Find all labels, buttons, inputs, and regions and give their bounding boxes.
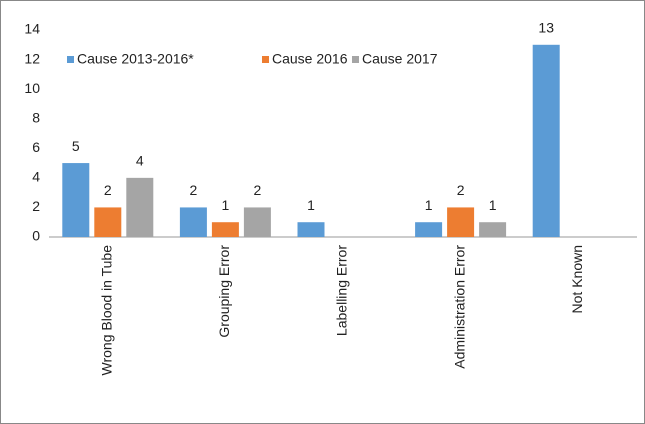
legend-label: Cause 2013-2016* [77, 51, 194, 67]
legend-label: Cause 2017 [362, 51, 438, 67]
x-tick-label: Grouping Error [216, 245, 232, 338]
y-tick-label: 8 [32, 109, 40, 125]
data-label: 1 [489, 197, 497, 213]
x-tick-label: Administration Error [451, 245, 467, 369]
bar [126, 177, 154, 237]
bar [447, 207, 475, 237]
bar [62, 163, 90, 237]
legend-label: Cause 2016 [272, 51, 348, 67]
x-tick-label: Labelling Error [334, 245, 350, 336]
y-tick-label: 12 [24, 50, 40, 66]
bar [297, 222, 325, 237]
data-label: 2 [254, 182, 262, 198]
y-tick-label: 2 [32, 198, 40, 214]
y-tick-label: 14 [24, 21, 40, 37]
bar [532, 44, 560, 238]
legend-swatch [352, 56, 359, 63]
y-tick-label: 0 [32, 228, 40, 244]
y-tick-label: 10 [24, 80, 40, 96]
bar [179, 207, 207, 237]
data-label: 4 [136, 153, 144, 169]
data-label: 2 [190, 182, 198, 198]
data-label: 1 [307, 197, 315, 213]
x-tick-label: Wrong Blood in Tube [99, 245, 115, 376]
bar [479, 222, 507, 237]
x-tick-label: Not Known [569, 245, 585, 313]
bar [243, 207, 271, 237]
y-tick-label: 6 [32, 139, 40, 155]
data-label: 5 [72, 138, 80, 154]
legend-swatch [67, 56, 74, 63]
data-label: 1 [425, 197, 433, 213]
bar [94, 207, 122, 237]
data-label: 1 [222, 197, 230, 213]
legend-swatch [262, 56, 269, 63]
data-label: 13 [538, 19, 554, 35]
y-tick-label: 4 [32, 169, 40, 185]
data-label: 2 [104, 182, 112, 198]
bar [211, 222, 239, 237]
bar [415, 222, 443, 237]
data-label: 2 [457, 182, 465, 198]
